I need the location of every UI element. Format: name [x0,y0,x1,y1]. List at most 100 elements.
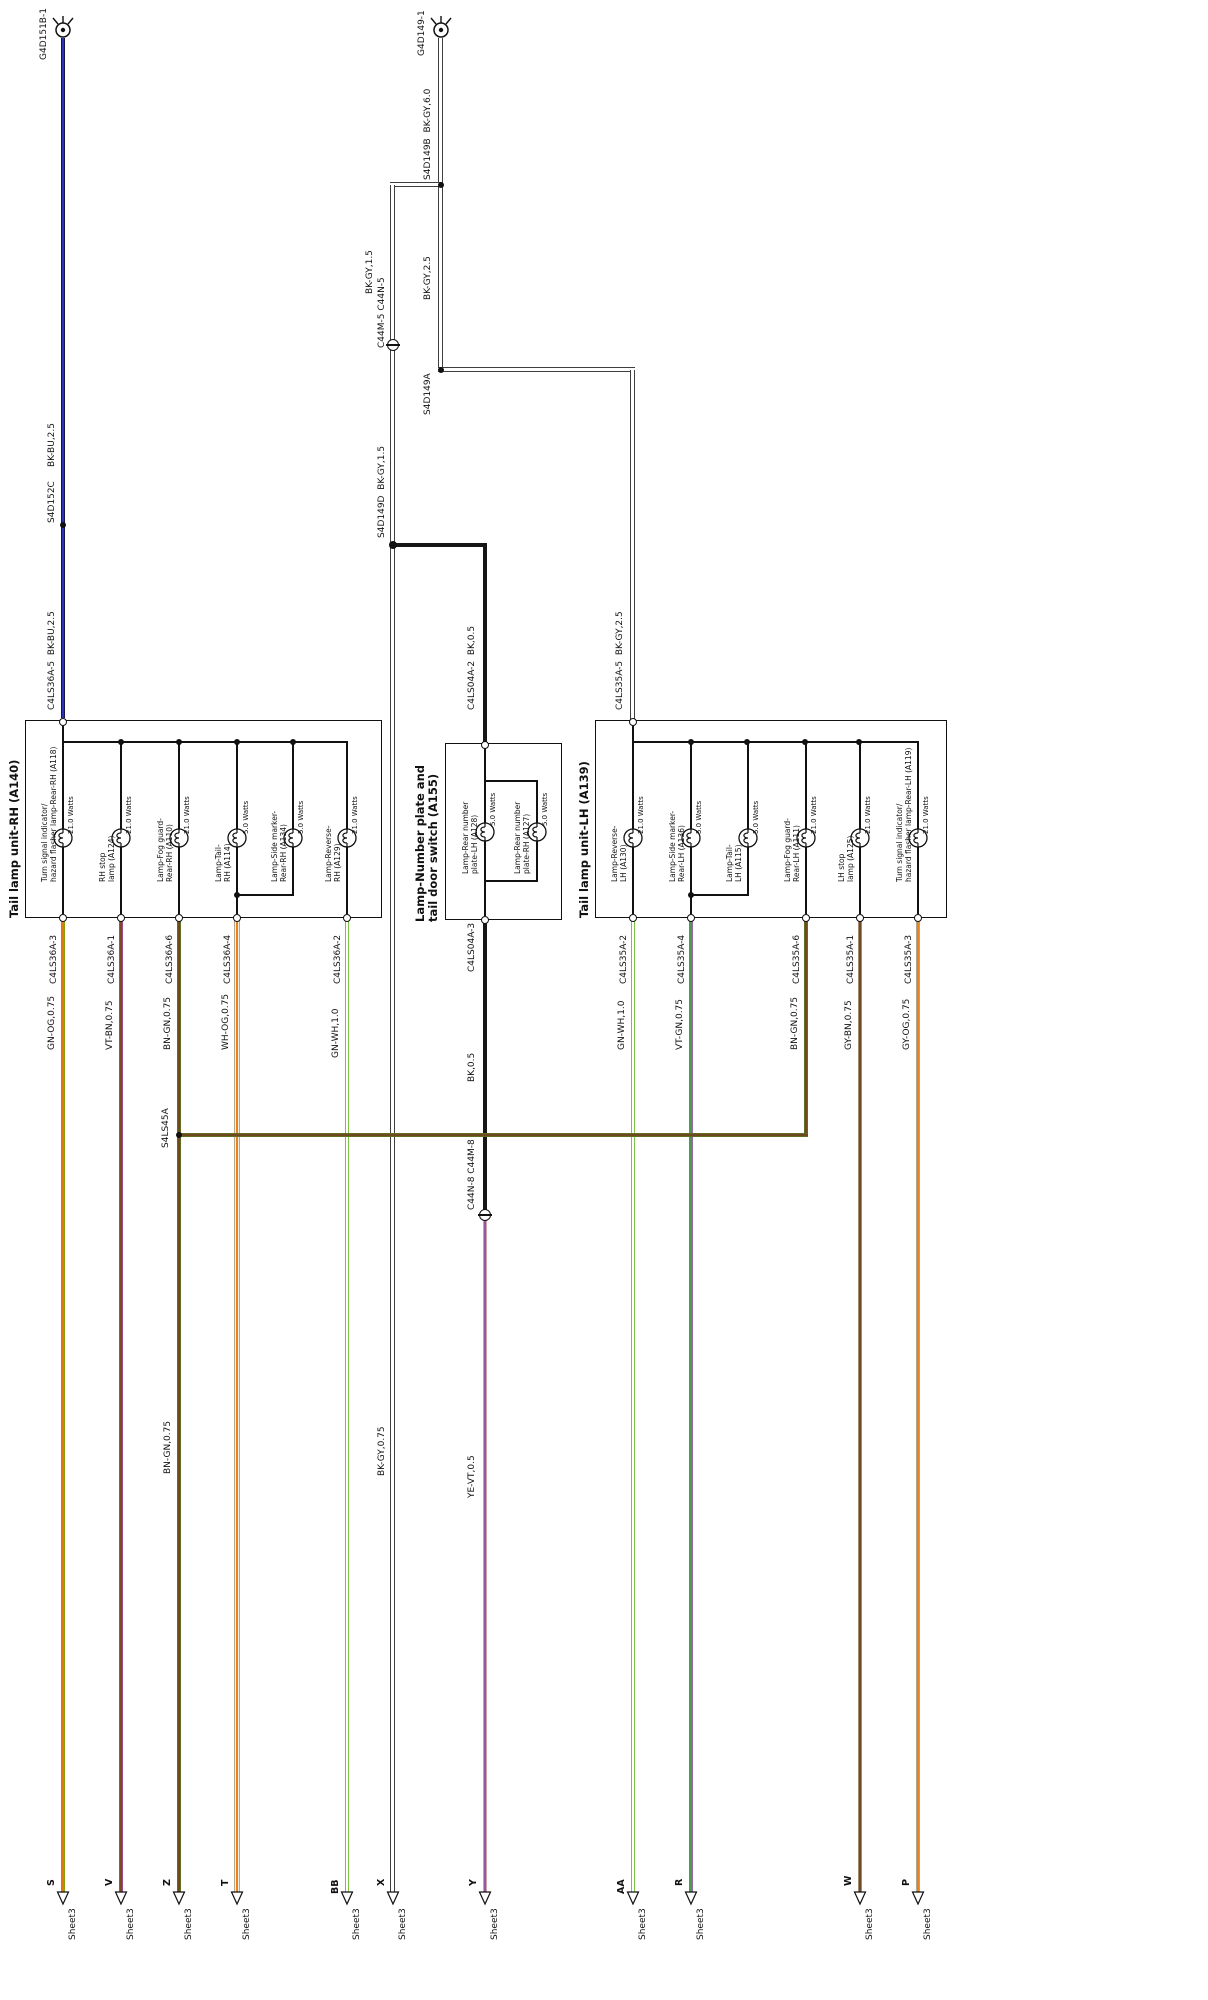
sheet-ref-x[interactable]: Sheet3 [398,1908,408,1940]
wire-vt-bn-v [119,918,123,1892]
sheet-letter-p: P [901,1879,912,1886]
rh-bus-junction [290,739,296,745]
sheet-ref-r[interactable]: Sheet3 [696,1908,706,1940]
tail-lamp-unit-rh-box [25,720,382,918]
lamp-watts: 5.0 Watts [695,800,703,834]
lh-lead [747,846,749,894]
wire-bn-gn-lh [804,918,808,1135]
pin-c4ls36a-2 [343,914,351,922]
label-yevt: YE-VT,0.5 [467,1455,477,1498]
rh-lead [62,846,64,914]
splice-s4d149d [389,541,397,549]
lamp-label: hazard flasher lamp-Rear-RH (A118) [49,746,58,882]
sheet-letter-x: X [376,1878,387,1886]
lamp-watts: 21.0 Watts [810,796,818,834]
sheet-ref-t[interactable]: Sheet3 [242,1908,252,1940]
sheet-ref-p[interactable]: Sheet3 [923,1908,933,1940]
bulb-a114 [227,828,247,848]
wire-bk-gy-branch-a-v [438,367,635,372]
np-box-title-line2: tail door switch (A155) [426,773,440,922]
pin-label: C4LS35A-3 [904,934,914,984]
rh-lead [178,742,180,830]
sheet-letter-y: Y [468,1879,479,1886]
pin-c4ls36a-1 [117,914,125,922]
sheet-arrow-s[interactable] [56,1891,70,1906]
splice-s4d152c [60,522,66,528]
label-s4d149a: S4D149A [423,373,433,415]
np-lead [536,781,538,824]
sheet-ref-bb[interactable]: Sheet3 [352,1908,362,1940]
label-c44n8: C44N-8 C44M-8 [467,1139,477,1210]
lh-join-junction [688,892,694,898]
sheet-ref-w[interactable]: Sheet3 [865,1908,875,1940]
rh-box-title: Tail lamp unit-RH (A140) [7,759,21,918]
bulb-a118 [53,828,73,848]
rh-lead [178,846,180,914]
label-bkgy-25: BK-GY,2.5 [423,256,433,300]
sheet-letter-s: S [46,1879,57,1886]
lh-bus-junction [744,739,750,745]
label-bkbu-mid: BK-BU,2.5 [47,423,57,467]
pin-label: C4LS36A-3 [49,934,59,984]
bulb-a127 [527,822,547,842]
wire-bk-gy-branch-b-v [390,182,443,187]
lh-lead [690,742,692,830]
pin-c4ls35a-1 [856,914,864,922]
lamp-watts: 5.0 Watts [242,800,250,834]
wire-gn-wh-aa [631,918,635,1892]
sheet-arrow-p[interactable] [911,1891,925,1906]
sheet-arrow-y[interactable] [478,1891,492,1906]
sheet-arrow-aa[interactable] [626,1891,640,1906]
pin-c4ls36a-5 [59,718,67,726]
np-right-bus [484,780,538,782]
sheet-ref-aa[interactable]: Sheet3 [638,1908,648,1940]
sheet-ref-z[interactable]: Sheet3 [184,1908,194,1940]
label-bk-05: BK,0.5 [467,1052,477,1082]
lamp-watts: 21.0 Watts [637,796,645,834]
label-s4d149d: S4D149D BK-GY,1.5 [377,445,387,538]
rh-join-junction [234,892,240,898]
wire-bk-upper-v [393,543,485,547]
pin-c4ls36a-6 [175,914,183,922]
label-c4ls04a2: C4LS04A-2 BK,0.5 [467,625,477,710]
connector-c44n8-tick [478,1214,492,1216]
lamp-label: hazard flasher lamp-Rear-LH (A119) [904,747,913,882]
label-whog: WH-OG,0.75 [221,993,231,1050]
pin-label: C4LS35A-1 [846,934,856,984]
label-s4d152c: S4D152C [47,481,57,523]
bulb-a134 [283,828,303,848]
sheet-arrow-t[interactable] [230,1891,244,1906]
wire-wh-og-t [234,918,240,1892]
pin-label: C4LS35A-6 [792,934,802,984]
sheet-letter-z: Z [162,1879,173,1886]
sheet-arrow-x[interactable] [386,1891,400,1906]
label-gnwh-bb: GN-WH,1.0 [331,1008,341,1058]
sheet-ref-s[interactable]: Sheet3 [68,1908,78,1940]
sheet-ref-v[interactable]: Sheet3 [126,1908,136,1940]
lh-box-title: Tail lamp unit-LH (A139) [577,761,591,918]
lh-lead [747,742,749,830]
lamp-watts: 5.0 Watts [489,792,497,826]
pin-label: C4LS36A-6 [165,934,175,984]
sheet-arrow-w[interactable] [853,1891,867,1906]
sheet-arrow-r[interactable] [684,1891,698,1906]
wire-ye-vt-to-sheet-y [483,1215,487,1892]
pin-c4ls04a-3 [481,916,489,924]
wire-bn-gn-z [177,918,181,1892]
bulb-a115 [738,828,758,848]
sheet-arrow-bb[interactable] [340,1891,354,1906]
rh-lead [292,846,294,894]
lamp-label: lamp (A124) [107,835,116,882]
lamp-watts: 5.0 Watts [541,792,549,826]
lh-lead [805,846,807,914]
sheet-arrow-z[interactable] [172,1891,186,1906]
sheet-ref-y[interactable]: Sheet3 [490,1908,500,1940]
lamp-label: plate-LH (A128) [470,814,479,874]
sheet-arrow-v[interactable] [114,1891,128,1906]
rh-bus-junction [118,739,124,745]
np-lead [484,749,486,824]
lamp-label: plate-RH (A127) [522,813,531,874]
label-gybn: GY-BN,0.75 [844,1000,854,1050]
label-vtbn: VT-BN,0.75 [105,1000,115,1050]
